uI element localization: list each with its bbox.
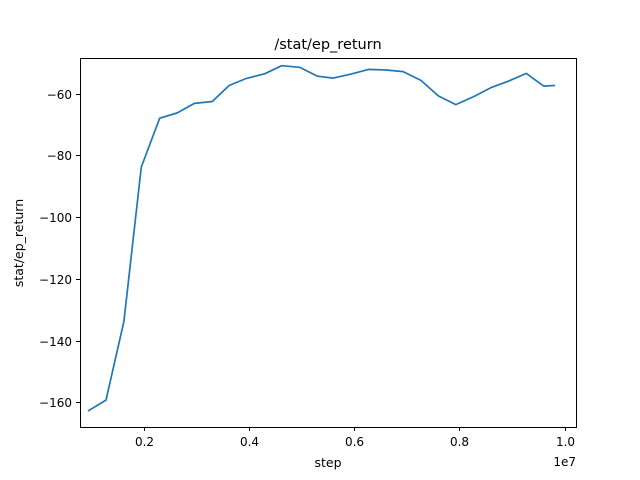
y-tick-label: −120: [39, 273, 72, 287]
x-tick-label: 1.0: [556, 435, 575, 449]
series-layer: [87, 64, 556, 412]
x-tick-label: 0.6: [345, 435, 364, 449]
x-tick-label: 0.4: [240, 435, 259, 449]
y-tick-label: −140: [39, 335, 72, 349]
y-tick-label: −160: [39, 396, 72, 410]
y-tick-label: −80: [47, 149, 72, 163]
plot-area: [80, 58, 576, 427]
axes-frame: [80, 58, 577, 428]
chart-title: /stat/ep_return: [274, 37, 381, 53]
x-tick-label: 0.2: [135, 435, 154, 449]
x-axis-label: step: [314, 455, 341, 470]
axes-ticks: 0.2 0.4 0.6 0.8 1.0 −160 −140 −120 −100 −80 −60: [39, 88, 575, 449]
x-tick-label: 0.8: [450, 435, 469, 449]
y-tick-label: −60: [47, 88, 72, 102]
y-axis-label: stat/ep_return: [11, 199, 26, 287]
y-tick-label: −100: [39, 211, 72, 225]
series-line: [87, 64, 556, 412]
x-axis-offset-label: 1e7: [553, 455, 576, 469]
